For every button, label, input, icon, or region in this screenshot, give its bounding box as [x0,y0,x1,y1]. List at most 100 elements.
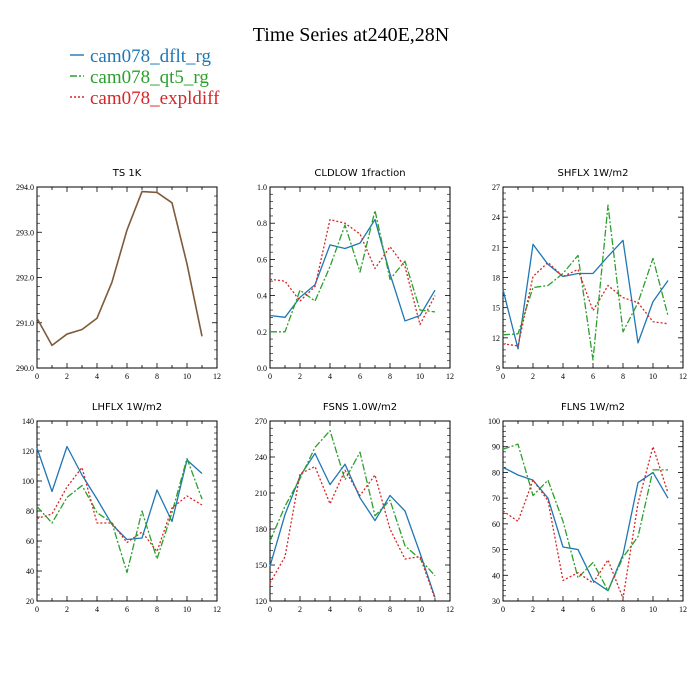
series-line-cam078_qt5_rg [502,443,668,592]
panel-3: LHFLX 1W/m2 0 2 4 6 8 10 12 20 40 60 80 100 120 140 [22,402,221,614]
x-tick-label: 10 [416,372,424,381]
y-tick-label: 120 [255,597,267,606]
x-tick-label: 6 [358,605,362,614]
x-tick-label: 10 [649,605,657,614]
legend-label-dflt: cam078_dflt_rg [90,46,212,67]
x-tick-label: 12 [446,372,454,381]
y-tick-label: 0.4 [257,292,267,301]
y-tick-label: 240 [255,453,267,462]
x-tick-label: 8 [388,372,392,381]
panel-1: CLDLOW 1fraction 0 2 4 6 8 10 12 0.0 0.2 0.4 0.6 0.8… [257,168,454,381]
panel-title: CLDLOW 1fraction [314,168,405,179]
plot-frame [269,186,451,369]
y-tick-label: 21 [492,243,500,252]
panel-title: TS 1K [112,168,142,179]
y-tick-label: 291.0 [16,319,34,328]
x-tick-label: 2 [65,605,69,614]
plot-frame [36,420,218,602]
x-tick-label: 6 [591,605,595,614]
series-line-cam078_qt5_rg [269,429,436,577]
y-tick-label: 80 [26,507,34,516]
x-tick-label: 10 [183,372,191,381]
y-tick-label: 1.0 [257,183,267,192]
series-line-cam078_dflt_rg [502,466,669,592]
panel-title: LHFLX 1W/m2 [92,402,162,413]
panel-title: FSNS 1.0W/m2 [323,402,397,413]
series-line-cam078_qt5_rg [270,209,436,333]
panels: TS 1K0 2 4 6 8 10 12290.0291.0292.0293.0294.0C… [16,168,687,614]
series-line-cam078_expldiff [502,446,669,600]
plot-frame [269,420,451,602]
y-tick-label: 100 [488,417,500,426]
y-tick-label: 60 [26,537,34,546]
y-tick-label: 12 [492,334,500,343]
y-tick-label: 100 [22,477,34,486]
y-tick-label: 294.0 [16,183,34,192]
y-tick-label: 120 [22,447,34,456]
y-tick-label: 0.8 [257,219,267,228]
x-tick-label: 6 [125,605,129,614]
y-tick-label: 270 [255,417,267,426]
legend: cam078_dflt_rg cam078_qt5_rg cam078_expl… [70,46,220,109]
x-tick-label: 4 [561,605,565,614]
x-tick-label: 2 [65,372,69,381]
panel-title: SHFLX 1W/m2 [558,168,629,179]
x-tick-label: 6 [358,372,362,381]
x-tick-label: 12 [213,605,221,614]
y-tick-label: 18 [492,274,500,283]
x-tick-label: 12 [679,372,687,381]
y-tick-label: 27 [492,183,500,192]
x-tick-label: 0 [35,372,39,381]
y-tick-label: 70 [492,494,500,503]
x-tick-label: 4 [561,372,565,381]
series-line-cam078_expldiff [269,465,436,599]
x-tick-label: 4 [95,372,99,381]
y-tick-label: 9 [496,364,500,373]
x-tick-label: 10 [183,605,191,614]
series-line-cam078_dflt_rg [269,452,436,598]
x-tick-label: 6 [591,372,595,381]
y-tick-label: 293.0 [16,228,34,237]
x-tick-label: 2 [298,372,302,381]
figure-title: Time Series at240E,28N [253,24,449,46]
x-tick-label: 8 [388,605,392,614]
x-tick-label: 10 [416,605,424,614]
x-tick-label: 4 [95,605,99,614]
series-line-cam078_dflt_rg [36,190,203,347]
x-tick-label: 2 [531,605,535,614]
panel-0: TS 1K 0 2 4 6 8 10 12 290.0 291.0 292.0 293.0 294.0 [16,168,221,381]
y-tick-label: 20 [26,597,34,606]
y-tick-label: 50 [492,546,500,555]
x-tick-label: 12 [446,605,454,614]
y-tick-label: 210 [255,489,267,498]
y-tick-label: 290.0 [16,364,34,373]
panel-title: FLNS 1W/m2 [561,402,625,413]
series-line-cam078_dflt_rg [36,445,203,541]
panel-4: FSNS 1.0W/m2 0 2 4 6 8 10 12 120 150 180 210 240 270 [255,402,454,614]
y-tick-label: 60 [492,520,500,529]
y-tick-label: 140 [22,417,34,426]
x-tick-label: 4 [328,372,332,381]
legend-label-expldiff: cam078_expldiff [90,88,220,109]
x-tick-label: 10 [649,372,657,381]
x-tick-label: 8 [155,605,159,614]
x-tick-label: 8 [155,372,159,381]
y-tick-label: 150 [255,561,267,570]
x-tick-label: 12 [213,372,221,381]
x-tick-label: 0 [268,605,272,614]
x-tick-label: 2 [298,605,302,614]
legend-label-qt5: cam078_qt5_rg [90,67,209,88]
y-tick-label: 40 [26,567,34,576]
series-line-cam078_qt5_rg [36,457,203,574]
series-line-cam078_expldiff [269,218,436,326]
y-tick-label: 0.0 [257,364,267,373]
plot-frame [502,420,684,602]
y-tick-label: 80 [492,468,500,477]
y-tick-label: 30 [492,597,500,606]
y-tick-label: 40 [492,571,500,580]
y-tick-label: 0.6 [257,255,267,264]
series-line-cam078_expldiff [502,261,669,347]
y-tick-label: 292.0 [16,274,34,283]
